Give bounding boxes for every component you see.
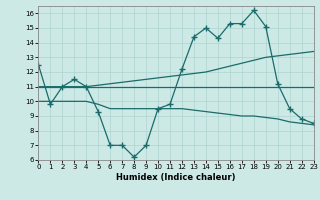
X-axis label: Humidex (Indice chaleur): Humidex (Indice chaleur) — [116, 173, 236, 182]
